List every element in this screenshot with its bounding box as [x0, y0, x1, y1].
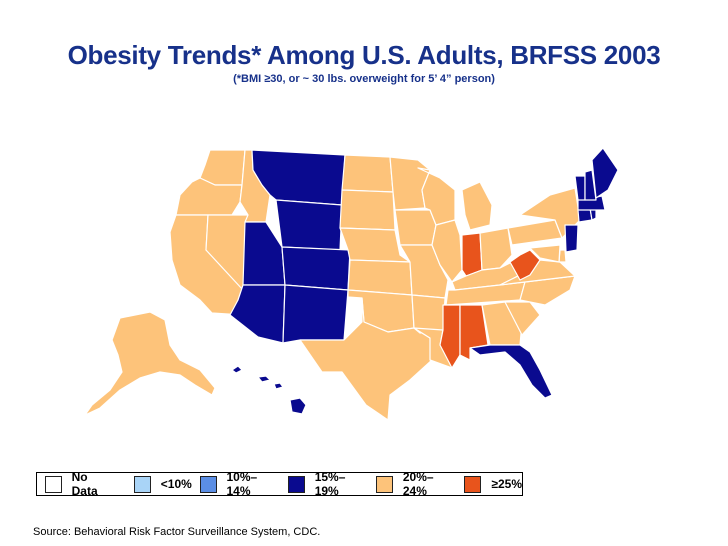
legend-label: No Data: [71, 470, 98, 498]
legend-label: 10%–14%: [226, 470, 258, 498]
state-wa: [199, 149, 246, 186]
legend-swatch: [464, 475, 482, 493]
state-nm: [282, 284, 349, 344]
legend: No Data <10% 10%–14% 15%–19% 20%–24% ≥25%: [36, 470, 523, 498]
legend-swatch: [376, 475, 393, 493]
page-title: Obesity Trends* Among U.S. Adults, BRFSS…: [67, 40, 661, 70]
legend-label: ≥25%: [491, 477, 522, 491]
state-wv: [509, 249, 541, 281]
state-sd: [339, 189, 396, 231]
legend-item: 15%–19%: [288, 470, 368, 498]
state-co: [281, 246, 351, 291]
state-pa: [507, 219, 563, 246]
state-nh: [584, 169, 597, 201]
legend-item: No Data: [45, 470, 126, 498]
legend-swatch: [199, 475, 217, 493]
legend-item: ≥25%: [464, 475, 522, 493]
state-ut: [242, 221, 286, 286]
legend-label: 20%–24%: [402, 470, 434, 498]
state-in: [461, 232, 483, 277]
legend-label: <10%: [160, 477, 192, 491]
state-il: [431, 219, 463, 283]
state-nj: [564, 224, 579, 253]
legend-label: 15%–19%: [314, 470, 346, 498]
state-oh: [479, 227, 513, 271]
state-hi: [231, 365, 307, 415]
state-ar: [411, 294, 446, 334]
legend-swatch: [288, 475, 305, 493]
state-fl: [469, 344, 553, 399]
state-wi: [417, 167, 456, 226]
state-md: [529, 244, 561, 263]
legend-item: <10%: [133, 475, 192, 493]
state-sc: [504, 301, 541, 336]
page-subtitle: (*BMI ≥30, or ~ 30 lbs. overweight for 5…: [233, 73, 495, 85]
state-ks: [347, 259, 413, 296]
state-me: [591, 147, 619, 199]
state-mi: [461, 181, 493, 231]
state-nd: [341, 154, 394, 193]
state-ak: [84, 311, 216, 416]
source-note: Source: Behavioral Risk Factor Surveilla…: [33, 526, 321, 538]
legend-swatch: [45, 475, 62, 493]
state-tx: [299, 297, 433, 421]
legend-swatch: [133, 475, 151, 493]
legend-item: 20%–24%: [376, 470, 456, 498]
legend-item: 10%–14%: [199, 470, 280, 498]
state-wy: [275, 199, 343, 251]
state-ia: [394, 209, 437, 246]
